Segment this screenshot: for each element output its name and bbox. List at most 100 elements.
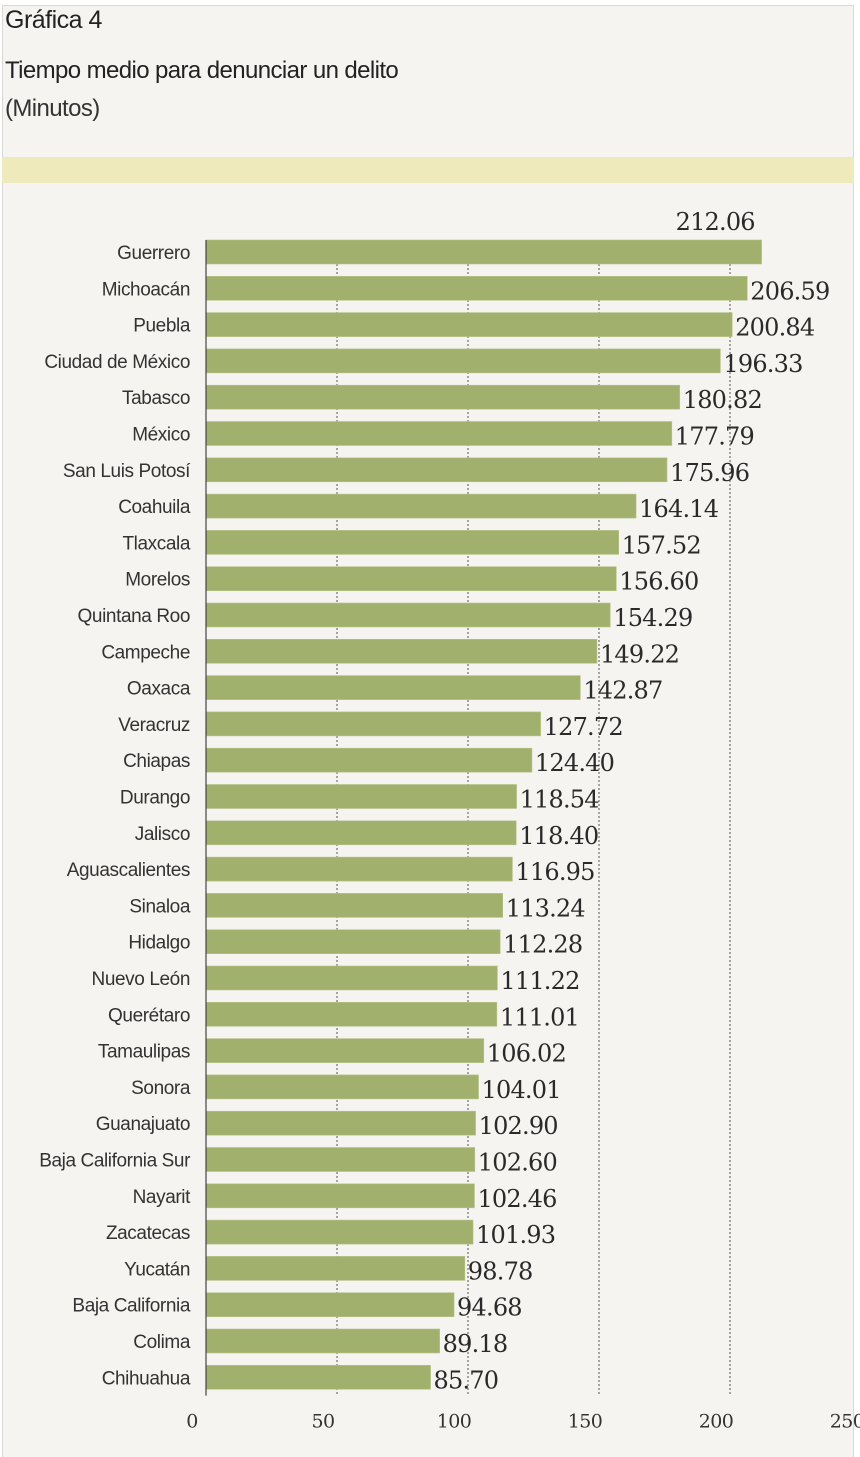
category-label: Tlaxcala: [122, 533, 190, 554]
category-label: Tabasco: [122, 388, 190, 409]
bar: [205, 275, 748, 301]
bar: [205, 1365, 431, 1390]
bars: [205, 239, 762, 1390]
category-label: Yucatán: [124, 1259, 190, 1280]
category-label: Coahuila: [118, 497, 191, 518]
x-tick-label: 200: [699, 1411, 733, 1433]
bar: [205, 929, 501, 955]
value-label: 104.01: [482, 1076, 561, 1104]
value-label: 94.68: [457, 1294, 522, 1322]
category-label: Oaxaca: [127, 679, 191, 700]
value-label: 149.22: [600, 640, 679, 668]
category-label: Michoacán: [102, 279, 190, 300]
bar: [205, 747, 533, 773]
category-label: Jalisco: [135, 824, 190, 845]
category-label: Hidalgo: [128, 933, 190, 954]
bar: [205, 1219, 474, 1245]
bar: [205, 1001, 498, 1027]
x-tick-labels: 0 50 100 150 200 250: [186, 1411, 860, 1433]
value-label: 111.22: [500, 967, 579, 995]
bar: [205, 1110, 476, 1136]
value-label: 154.29: [613, 604, 692, 632]
category-labels: Guerrero Michoacán Puebla Ciudad de México T…: [39, 243, 191, 1389]
bar: [205, 421, 673, 446]
bar: [205, 602, 611, 628]
bar: [205, 784, 517, 809]
bar: [205, 348, 721, 374]
value-label: 118.40: [519, 822, 598, 850]
category-label: Chiapas: [123, 751, 190, 772]
category-label: Aguascalientes: [67, 860, 190, 881]
value-label: 106.02: [487, 1040, 566, 1068]
category-label: Baja California Sur: [39, 1151, 191, 1172]
value-label: 127.72: [544, 713, 623, 741]
category-label: Nayarit: [133, 1187, 192, 1208]
bar: [205, 457, 668, 483]
value-label: 142.87: [583, 677, 662, 705]
value-label: 200.84: [735, 314, 815, 342]
value-label: 157.52: [622, 531, 701, 559]
category-label: Sinaloa: [129, 896, 190, 917]
category-label: Durango: [120, 788, 190, 809]
category-label: Querétaro: [108, 1005, 190, 1026]
value-label: 102.90: [479, 1112, 558, 1140]
value-label: 89.18: [443, 1330, 508, 1358]
value-label: 85.70: [434, 1366, 499, 1394]
value-label: 98.78: [468, 1257, 533, 1285]
x-tick-label: 100: [437, 1411, 471, 1433]
bar: [205, 493, 637, 519]
value-label: 156.60: [619, 568, 698, 596]
value-label: 164.14: [639, 495, 719, 523]
value-label: 118.54: [520, 786, 600, 814]
category-label: Colima: [133, 1332, 191, 1353]
category-label: Baja California: [72, 1296, 190, 1317]
category-label: Sonora: [131, 1078, 191, 1099]
category-label: Tamaulipas: [98, 1042, 190, 1063]
category-label: Ciudad de México: [44, 352, 190, 373]
value-label: 177.79: [675, 423, 754, 451]
bar: [205, 1256, 466, 1281]
x-tick-label: 50: [312, 1411, 335, 1433]
bar: [205, 638, 598, 664]
category-label: Guanajuato: [96, 1114, 190, 1135]
category-label: Veracruz: [118, 715, 190, 736]
bar: [205, 675, 581, 700]
value-label: 113.24: [506, 894, 586, 922]
value-label: 116.95: [515, 858, 594, 886]
category-label: Chihuahua: [102, 1368, 191, 1389]
value-label: 196.33: [723, 350, 802, 378]
bar: [205, 239, 762, 265]
x-tick-label: 0: [186, 1411, 198, 1433]
bar: [205, 820, 517, 846]
category-label: Campeche: [101, 642, 190, 663]
bar: [205, 965, 498, 991]
category-label: Quintana Roo: [78, 606, 190, 627]
chart-title: Tiempo medio para denunciar un delito: [5, 57, 399, 84]
value-label: 102.60: [478, 1149, 557, 1177]
value-label: 111.01: [500, 1003, 579, 1031]
bar: [205, 856, 513, 882]
header-band: [2, 157, 854, 183]
category-label: Guerrero: [117, 243, 190, 264]
category-label: Puebla: [133, 316, 191, 337]
bar: [205, 893, 503, 918]
bar: [205, 1038, 485, 1063]
category-label: Zacatecas: [106, 1223, 190, 1244]
figure-label: Gráfica 4: [5, 6, 102, 34]
value-label: 101.93: [476, 1221, 555, 1249]
value-label: 212.06: [676, 208, 755, 236]
value-label: 180.82: [683, 386, 762, 414]
category-label: México: [132, 425, 190, 446]
bar: [205, 1147, 476, 1172]
bar: [205, 1292, 455, 1317]
value-label: 124.40: [535, 749, 614, 777]
x-tick-label: 250: [830, 1411, 860, 1433]
value-label: 206.59: [750, 277, 829, 305]
category-label: Nuevo León: [92, 969, 190, 990]
chart-subtitle: (Minutos): [5, 95, 100, 122]
bar: [205, 1183, 475, 1209]
bar: [205, 530, 620, 555]
bar: [205, 384, 681, 410]
bar: [205, 566, 617, 592]
value-label: 112.28: [503, 931, 582, 959]
